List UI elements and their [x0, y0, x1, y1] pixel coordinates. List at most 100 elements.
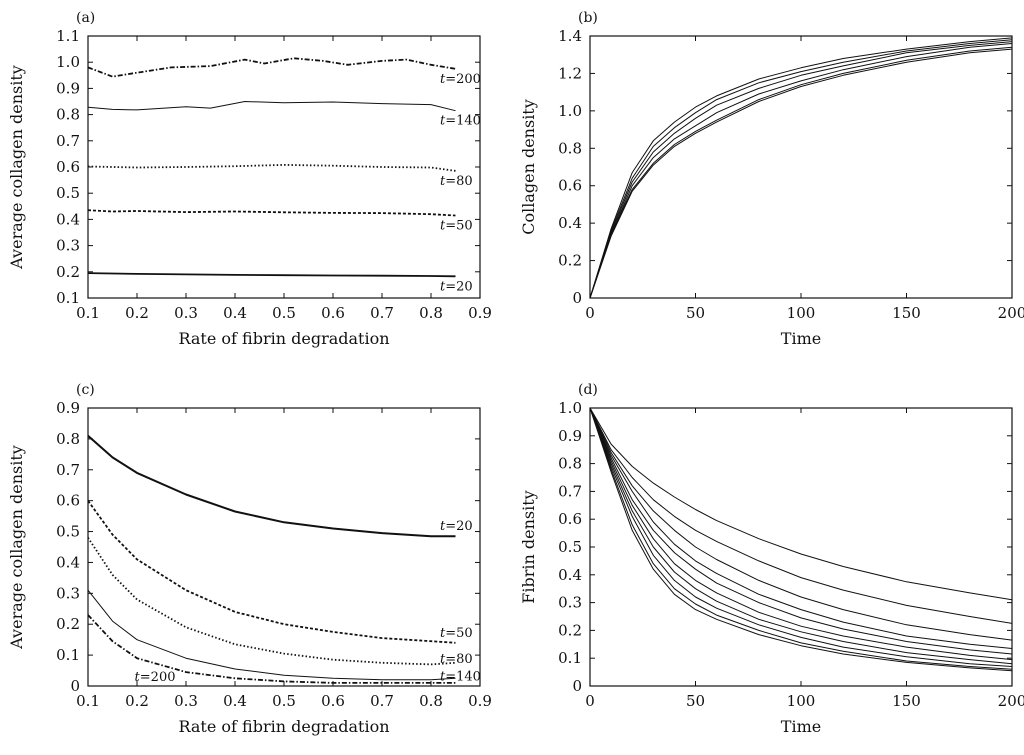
y-tick-label: 0.6 — [56, 492, 80, 510]
x-tick-label: 0.8 — [419, 692, 443, 710]
series-group — [590, 408, 1012, 672]
series-annotation: t=80 — [440, 652, 473, 667]
series-line-t-50 — [88, 209, 456, 217]
series-annotation: t=20 — [440, 279, 473, 294]
y-tick-label: 0 — [70, 677, 80, 695]
series-line-t-50 — [88, 500, 456, 644]
series-annotation: t=140 — [440, 669, 481, 684]
series-line-t-200 — [88, 614, 456, 684]
series-annotation: t=140 — [440, 114, 481, 129]
series-line-t-20 — [88, 272, 456, 278]
series-annotation: t=80 — [440, 174, 473, 189]
x-tick-label: 0 — [585, 304, 595, 322]
y-tick-label: 0.8 — [56, 106, 80, 124]
series-line-t-200 — [88, 57, 456, 78]
y-tick-label: 1.4 — [558, 27, 582, 45]
y-tick-label: 0.5 — [56, 523, 80, 541]
x-axis-title: Rate of fibrin degradation — [178, 329, 389, 348]
x-tick-label: 0.2 — [125, 692, 149, 710]
x-axis-title: Rate of fibrin degradation — [178, 717, 389, 736]
series-line-2 — [590, 408, 1012, 624]
series-line-3 — [590, 41, 1012, 298]
y-tick-label: 1.0 — [558, 102, 582, 120]
series-line-5 — [590, 408, 1012, 655]
series-line-t-80 — [88, 537, 456, 666]
y-tick-label: 0.7 — [56, 132, 80, 150]
x-tick-label: 0.8 — [419, 304, 443, 322]
x-tick-label: 0.7 — [370, 304, 394, 322]
y-tick-label: 0.8 — [558, 455, 582, 473]
y-tick-label: 0.4 — [56, 210, 80, 228]
y-tick-label: 0.5 — [558, 538, 582, 556]
series-group — [88, 435, 456, 684]
series-annotation: t=50 — [440, 626, 473, 641]
x-tick-label: 0.1 — [76, 304, 100, 322]
series-line-4 — [590, 408, 1012, 649]
series-annotation: t=200 — [135, 670, 176, 685]
y-tick-label: 1.2 — [558, 64, 582, 82]
x-tick-label: 200 — [998, 304, 1024, 322]
y-axis-title: Average collagen density — [7, 65, 26, 270]
x-tick-label: 0.7 — [370, 692, 394, 710]
x-tick-label: 0.3 — [174, 692, 198, 710]
panel-d: (d) 0 50 100 150 200 0 0.1 0.2 0.3 0.4 0.5 0.6 0.7 0.8… — [512, 378, 1024, 755]
y-tick-label: 0.2 — [56, 263, 80, 281]
series-line-t-20 — [88, 435, 456, 538]
y-tick-label: 0.9 — [56, 399, 80, 417]
series-line-t-140 — [88, 589, 456, 681]
y-tick-label: 0.8 — [558, 139, 582, 157]
y-tick-label: 0.5 — [56, 184, 80, 202]
y-tick-label: 0.3 — [56, 584, 80, 602]
y-tick-label: 0.2 — [56, 615, 80, 633]
x-tick-label: 0.5 — [272, 304, 296, 322]
series-group — [590, 37, 1012, 298]
series-group — [88, 57, 456, 278]
x-tick-label: 0.1 — [76, 692, 100, 710]
chart-svg-d: (d) 0 50 100 150 200 0 0.1 0.2 0.3 0.4 0.5 0.6 0.7 0.8… — [519, 382, 1024, 736]
x-tick-label: 100 — [787, 692, 816, 710]
x-axis-title: Time — [781, 329, 821, 348]
panel-b: (b) 0 50 100 150 200 0 0.2 0.4 0.6 0.8 1.0 1.2 1.4 Tim… — [512, 0, 1024, 377]
series-line-2 — [590, 43, 1012, 298]
y-tick-label: 0.1 — [56, 646, 80, 664]
series-line-1 — [590, 46, 1012, 298]
chart-svg-a: (a) 0.1 0.2 0.3 0.4 0.5 0.6 0.7 0.8 0.9 0.1 0.2 0.3 0… — [7, 10, 492, 348]
plot-frame — [87, 407, 481, 687]
series-annotation: t=20 — [440, 519, 473, 534]
x-tick-label: 200 — [998, 692, 1024, 710]
series-line-t-80 — [88, 163, 456, 172]
y-tick-label: 1.0 — [558, 399, 582, 417]
series-line-8 — [590, 408, 1012, 667]
x-tick-label: 0.3 — [174, 304, 198, 322]
y-tick-label: 0.7 — [56, 461, 80, 479]
chart-svg-b: (b) 0 50 100 150 200 0 0.2 0.4 0.6 0.8 1.0 1.2 1.4 Tim… — [519, 10, 1024, 348]
panel-a: (a) 0.1 0.2 0.3 0.4 0.5 0.6 0.7 0.8 0.9 0.1 0.2 0.3 0… — [0, 0, 512, 377]
x-tick-label: 0.6 — [321, 304, 345, 322]
y-tick-label: 0.4 — [558, 566, 582, 584]
y-axis-title: Average collagen density — [7, 445, 26, 650]
x-tick-label: 0.4 — [223, 692, 247, 710]
y-tick-label: 0.9 — [56, 79, 80, 97]
x-tick-label: 50 — [686, 692, 705, 710]
series-line-10 — [590, 408, 1012, 672]
series-line-6 — [590, 48, 1012, 298]
panel-label: (b) — [578, 10, 598, 26]
series-line-6 — [590, 408, 1012, 661]
x-tick-label: 150 — [892, 692, 921, 710]
series-line-7 — [590, 408, 1012, 665]
y-tick-label: 0.3 — [56, 237, 80, 255]
y-axis-title: Fibrin density — [519, 490, 538, 603]
y-tick-label: 0.1 — [56, 289, 80, 307]
y-tick-label: 0.4 — [558, 214, 582, 232]
x-tick-label: 150 — [892, 304, 921, 322]
x-tick-label: 0.6 — [321, 692, 345, 710]
panel-label: (c) — [76, 382, 95, 398]
x-tick-label: 0 — [585, 692, 595, 710]
series-line-t-140 — [88, 101, 456, 112]
x-tick-label: 0.5 — [272, 692, 296, 710]
x-tick-label: 0.2 — [125, 304, 149, 322]
y-axis-title: Collagen density — [519, 99, 538, 235]
series-annotation: t=50 — [440, 218, 473, 233]
panel-label: (d) — [578, 382, 598, 398]
y-tick-label: 0.1 — [558, 649, 582, 667]
